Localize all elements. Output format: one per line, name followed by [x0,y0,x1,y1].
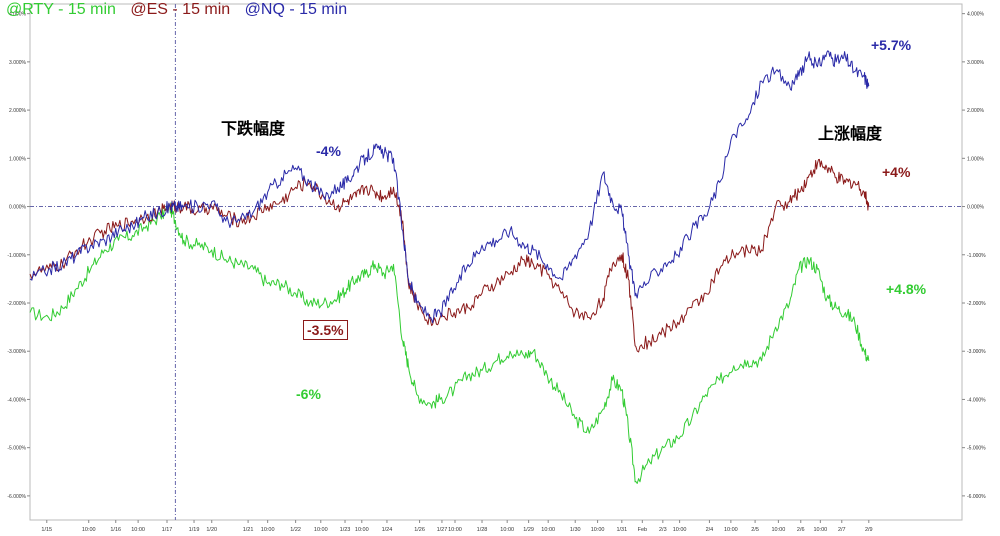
right-tick-label: 0.000% [967,205,985,211]
series-line-rty [29,202,870,484]
left-tick-label: -2.000% [7,301,26,307]
legend-es: @ES - 15 min [130,1,231,18]
series-line-nq [29,50,870,324]
x-tick-label: 1/17 [162,527,173,533]
right-y-axis: 4.000% 3.000% 2.000% 1.000% 0.000% -1.000% -2.… [962,12,986,500]
right-tick-label: 3.000% [967,60,985,66]
x-tick-label: 1/30 [570,527,581,533]
left-tick-label: -1.000% [7,253,26,259]
left-tick-label: 3.000% [9,60,27,66]
x-tick-label: 10:00 [131,527,145,533]
right-tick-label: -3.000% [967,349,986,355]
rise-title: 上涨幅度 [818,124,883,143]
left-tick-label: 4.000% [9,12,27,18]
x-tick-label: 10:00 [448,527,462,533]
x-tick-label: 1/29 [523,527,534,533]
x-tick-label: 10:00 [82,527,96,533]
right-tick-label: -1.000% [967,253,986,259]
es-rise-label: +4% [882,164,911,180]
x-tick-label: 2/3 [659,527,667,533]
series-line-es [29,158,870,353]
legend-nq: @NQ - 15 min [244,1,348,18]
x-tick-label: 2/4 [706,527,714,533]
right-tick-label: -5.000% [967,446,986,452]
x-tick-label: 2/7 [838,527,846,533]
x-tick-label: 10:00 [541,527,555,533]
x-tick-label: 1/19 [189,527,200,533]
x-tick-label: 10:00 [261,527,275,533]
rty-decline-label: -6% [296,386,321,402]
chart-legend: @RTY - 15 min @ES - 15 min @NQ - 15 min [6,1,357,19]
left-tick-label: -3.000% [7,349,26,355]
x-tick-label: 1/27 [437,527,448,533]
x-tick-label: 2/5 [751,527,759,533]
x-tick-label: 10:00 [724,527,738,533]
left-y-axis: 4.000% 3.000% 2.000% 1.000% 0.000% -1.000% -2.… [7,12,30,500]
chart-frame [29,3,963,521]
right-tick-label: -2.000% [967,301,986,307]
x-tick-label: 1/21 [243,527,254,533]
x-tick-label: 1/20 [206,527,217,533]
right-tick-label: -4.000% [967,397,986,403]
x-tick-label: 1/26 [414,527,425,533]
x-tick-label: 10:00 [500,527,514,533]
x-tick-label: 2/6 [797,527,805,533]
right-tick-label: 4.000% [967,12,985,18]
nq-decline-label: -4% [316,143,341,159]
left-tick-label: -4.000% [7,397,26,403]
right-tick-label: 2.000% [967,108,985,114]
x-tick-label: 1/31 [616,527,627,533]
x-tick-label: 1/16 [110,527,121,533]
left-tick-label: 1.000% [9,156,27,162]
es-decline-label: -3.5% [303,320,348,340]
rty-rise-label: +4.8% [886,281,927,297]
left-tick-label: 2.000% [9,108,27,114]
x-tick-label: 1/24 [382,527,393,533]
reference-lines [30,4,962,520]
x-tick-label: 1/23 [340,527,351,533]
x-tick-label: 10:00 [314,527,328,533]
nq-rise-label: +5.7% [871,37,912,53]
x-tick-label: 1/22 [290,527,301,533]
left-tick-label: -5.000% [7,446,26,452]
decline-title: 下跌幅度 [221,119,286,138]
left-tick-label: 0.000% [9,205,27,211]
legend-rty: @RTY - 15 min [6,1,116,18]
x-tick-label: 10:00 [673,527,687,533]
x-axis: 1/15 10:00 1/16 10:00 1/17 1/19 1/20 1/21 10:00 1… [41,520,873,533]
right-tick-label: 1.000% [967,156,985,162]
x-tick-label: 1/15 [41,527,52,533]
x-tick-label: 2/9 [865,527,873,533]
plot-border [29,3,963,521]
x-tick-label: 10:00 [591,527,605,533]
right-tick-label: -6.000% [967,494,986,500]
series-lines [29,50,870,484]
x-tick-label: 10:00 [772,527,786,533]
x-tick-label: 1/28 [477,527,488,533]
x-tick-label: 10:00 [355,527,369,533]
x-tick-label: 10:00 [813,527,827,533]
x-tick-label: Feb [638,527,647,533]
left-tick-label: -6.000% [7,494,26,500]
